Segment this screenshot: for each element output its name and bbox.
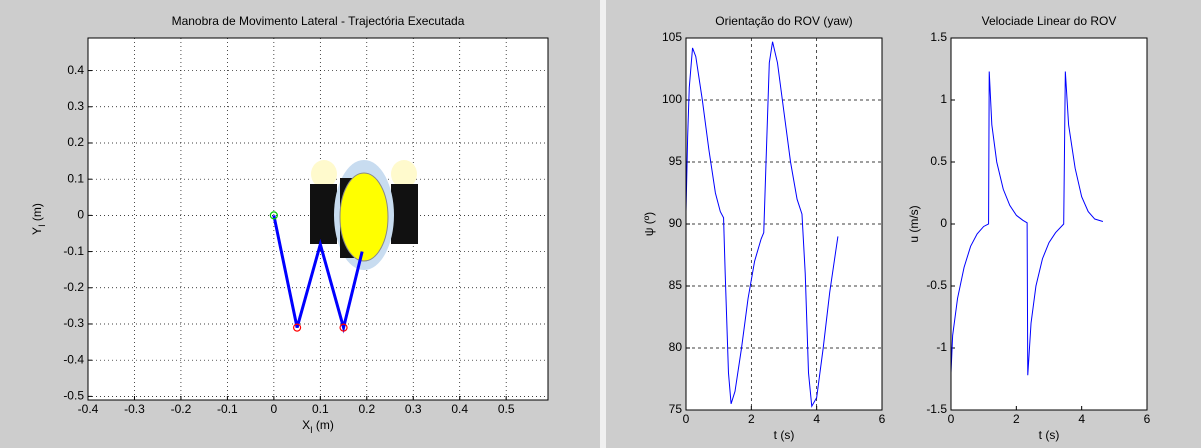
rov-drawing: [310, 160, 418, 270]
thruster: [391, 184, 418, 244]
y-tick-label: -0.4: [63, 352, 84, 366]
plot-frame: [87, 37, 549, 401]
y-tick-label: 90: [669, 216, 683, 230]
thruster-glow: [311, 160, 337, 188]
axis-label-part: X: [302, 418, 310, 432]
y-tick-label: -1.5: [926, 402, 947, 416]
y-tick-label: 100: [662, 92, 682, 106]
data-line: [272, 215, 364, 334]
y-tick-label: 0.2: [67, 135, 84, 149]
axis-label-part: (m): [30, 203, 44, 224]
x-tick-label: 0.2: [358, 402, 375, 416]
x-tick-label: 0.3: [405, 402, 422, 416]
chart-title: Manobra de Movimento Lateral - Trajectór…: [172, 14, 465, 28]
plot-area: [951, 38, 1147, 410]
y-tick-label: 0: [940, 216, 947, 230]
y-tick-label: 105: [662, 30, 682, 44]
x-tick-label: 0: [683, 412, 690, 426]
y-tick-label: 80: [669, 340, 683, 354]
point-marker: [269, 211, 278, 220]
x-tick-label: 6: [1144, 412, 1151, 426]
axis-label-part: t (s): [774, 428, 795, 442]
axis-label-part: Y: [30, 227, 44, 235]
axis-label-subscript: I: [310, 425, 313, 435]
x-tick-label: 0: [271, 402, 278, 416]
x-tick-label: -0.4: [78, 402, 99, 416]
data-line: [685, 41, 839, 408]
x-tick-label: 4: [813, 412, 820, 426]
thruster: [310, 184, 337, 244]
y-tick-label: 0.3: [67, 99, 84, 113]
axis-label: u (m/s): [907, 205, 921, 242]
y-tick-label: -0.1: [63, 244, 84, 258]
y-tick-label: 75: [669, 402, 683, 416]
y-tick-label: -0.5: [63, 389, 84, 403]
axis-label-part: (m): [313, 418, 334, 432]
y-tick-label: 0.4: [67, 63, 84, 77]
x-tick-label: 0.4: [451, 402, 468, 416]
plot-frame: [950, 37, 1148, 411]
y-tick-label: 1.5: [930, 30, 947, 44]
chart-title: Velociade Linear do ROV: [982, 14, 1117, 28]
y-tick-label: -0.2: [63, 280, 84, 294]
y-tick-label: 95: [669, 154, 683, 168]
x-tick-label: 2: [748, 412, 755, 426]
data-line: [950, 71, 1104, 376]
thruster-glow: [391, 160, 417, 188]
axis-label: t (s): [774, 428, 795, 442]
x-tick-label: -0.2: [171, 402, 192, 416]
y-tick-label: 1: [940, 92, 947, 106]
y-tick-label: -1: [936, 340, 947, 354]
x-tick-label: 0: [948, 412, 955, 426]
axis-label: t (s): [1039, 428, 1060, 442]
separator: [600, 0, 606, 448]
y-tick-label: 0: [77, 208, 84, 222]
x-tick-label: 6: [879, 412, 886, 426]
rov-body: [339, 172, 389, 262]
axis-label-part: u (m/s): [907, 205, 921, 242]
axis-label: XI (m): [302, 418, 334, 435]
y-tick-label: -0.3: [63, 316, 84, 330]
chart-title: Orientação do ROV (yaw): [715, 14, 852, 28]
axis-label-part: t (s): [1039, 428, 1060, 442]
point-marker: [339, 323, 348, 332]
axis-label: ψ (º): [642, 212, 656, 236]
x-tick-label: 2: [1013, 412, 1020, 426]
axis-label: YI (m): [30, 203, 47, 235]
plot-frame: [685, 37, 883, 411]
x-tick-label: 0.1: [312, 402, 329, 416]
x-tick-label: -0.3: [124, 402, 145, 416]
axis-label-part: ψ (º): [642, 212, 656, 236]
y-tick-label: 0.5: [930, 154, 947, 168]
point-marker: [292, 323, 302, 332]
x-tick-label: 4: [1078, 412, 1085, 426]
x-tick-label: 0.5: [498, 402, 515, 416]
y-tick-label: -0.5: [926, 278, 947, 292]
axis-label-subscript: I: [37, 224, 47, 227]
y-tick-label: 85: [669, 278, 683, 292]
y-tick-label: 0.1: [67, 171, 84, 185]
x-tick-label: -0.1: [217, 402, 238, 416]
